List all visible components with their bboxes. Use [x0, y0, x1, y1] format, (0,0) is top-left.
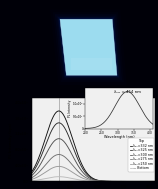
Polygon shape: [55, 14, 122, 80]
Polygon shape: [58, 17, 119, 77]
Text: λₑₘ = 454 nm: λₑₘ = 454 nm: [114, 90, 141, 94]
Polygon shape: [71, 58, 112, 70]
Polygon shape: [59, 18, 118, 76]
Y-axis label: PL Intensity: PL Intensity: [68, 100, 72, 117]
X-axis label: Wavelength (nm): Wavelength (nm): [104, 135, 135, 139]
Polygon shape: [60, 19, 117, 75]
Y-axis label: PL Intensity (cps): PL Intensity (cps): [9, 122, 13, 158]
Legend: λₑₓ=332 nm, λₑₓ=325 nm, λₑₓ=300 nm, λₑₓ=275 nm, λₑₓ=250 nm, — Bottom: λₑₓ=332 nm, λₑₓ=325 nm, λₑₓ=300 nm, λₑₓ=…: [128, 138, 155, 172]
